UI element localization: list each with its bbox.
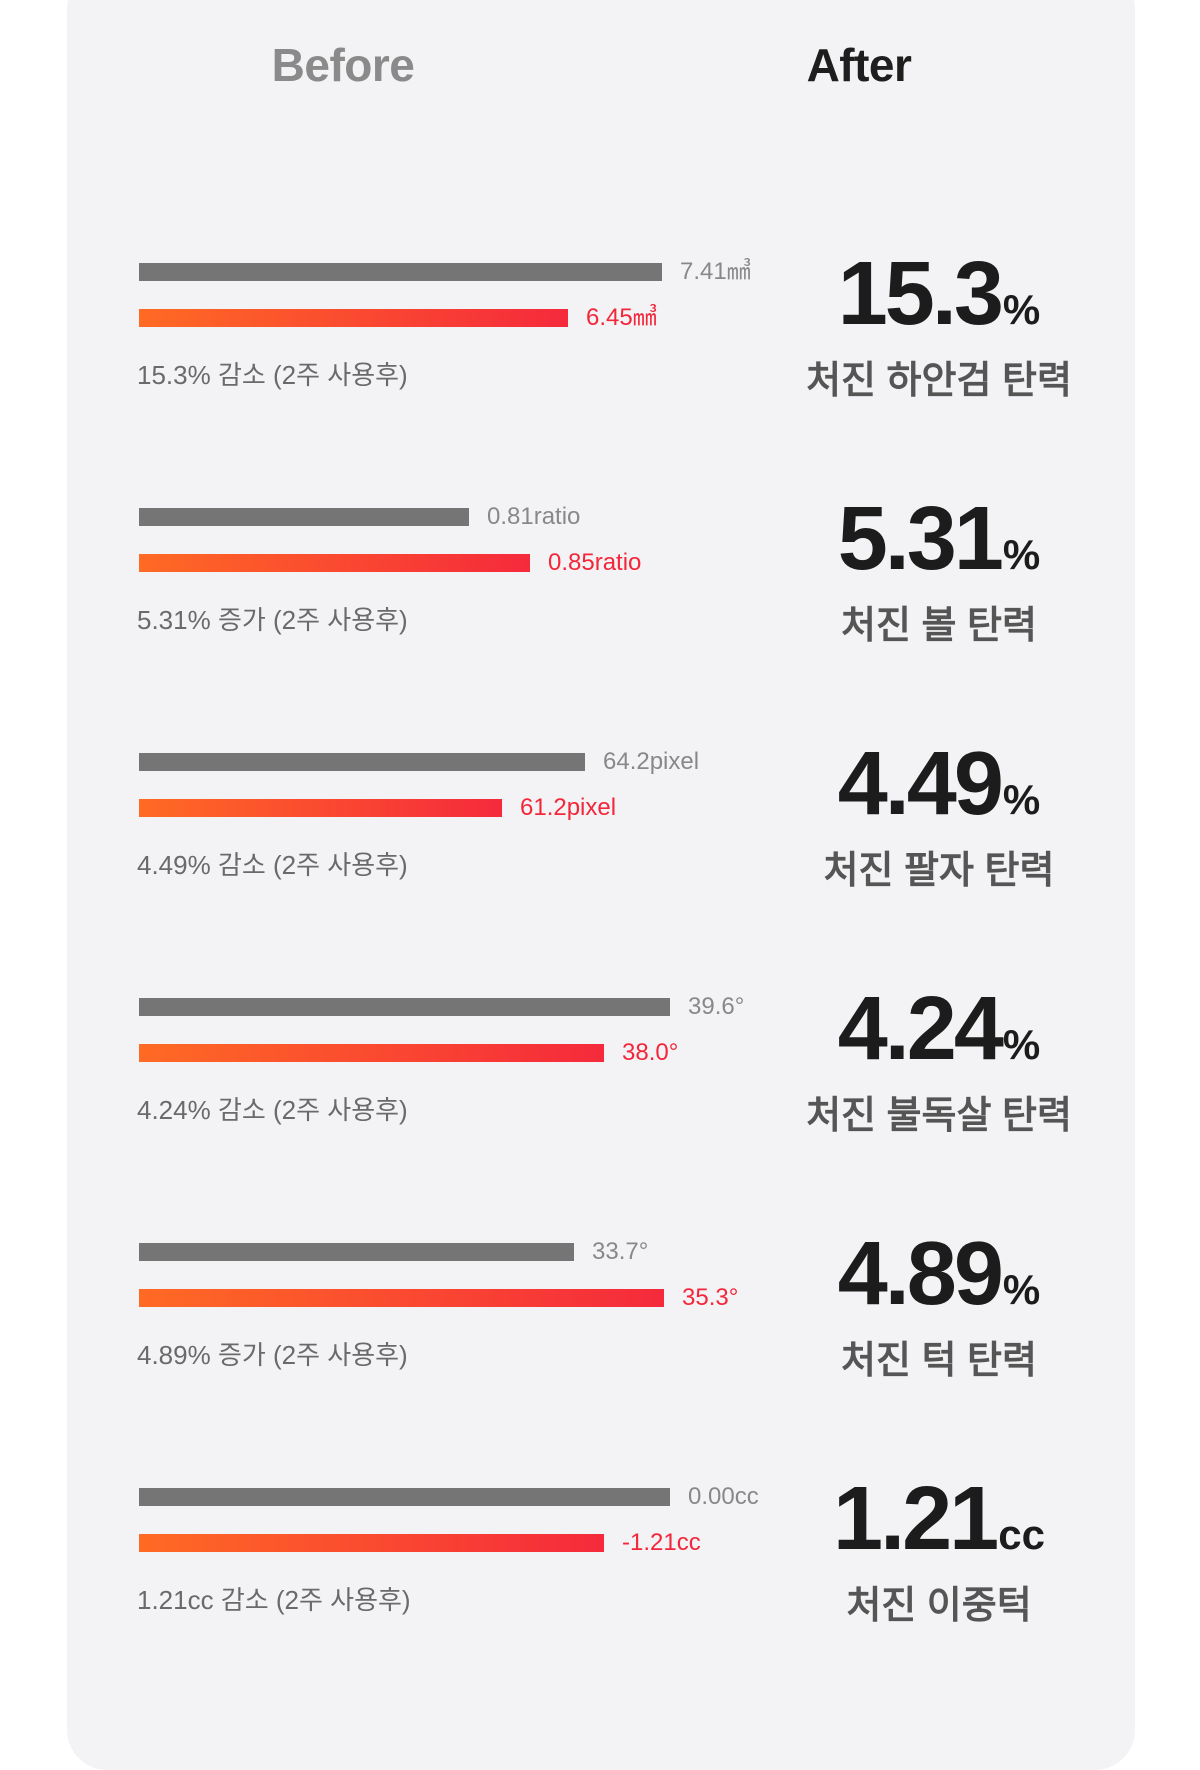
- after-value-label: 0.85ratio: [548, 549, 642, 576]
- big-stat-number: 1.21: [833, 1469, 999, 1569]
- big-stat-unit: cc: [998, 1511, 1045, 1558]
- change-caption: 5.31% 증가 (2주 사용후): [137, 605, 408, 635]
- chart-row: 0.81ratio 0.85ratio 5.31% 증가 (2주 사용후) 5.31%…: [0, 494, 1200, 748]
- big-stat-unit: %: [1002, 776, 1041, 823]
- big-stat: 5.31%: [838, 494, 1041, 584]
- after-bar: [139, 309, 568, 327]
- after-value-label: 38.0°: [622, 1039, 679, 1066]
- before-value-label: 0.81ratio: [487, 503, 581, 530]
- big-stat-number: 4.89: [837, 1224, 1004, 1324]
- after-bar: [139, 799, 502, 817]
- big-stat-unit: %: [1002, 1266, 1041, 1313]
- comparison-card: [67, 0, 1135, 1770]
- metric-label: 처진 불독살 탄력: [806, 1095, 1072, 1137]
- after-bar: [139, 1534, 604, 1552]
- before-value-label: 0.00cc: [688, 1483, 759, 1510]
- chart-row: 0.00cc -1.21cc 1.21cc 감소 (2주 사용후) 1.21cc 처진 …: [0, 1474, 1200, 1728]
- chart-row: 39.6° 38.0° 4.24% 감소 (2주 사용후) 4.24% 처진 불독살 탄…: [0, 984, 1200, 1238]
- big-stat-unit: %: [1002, 1021, 1041, 1068]
- big-stat-number: 5.31: [837, 489, 1004, 589]
- before-bar: [139, 1243, 574, 1261]
- after-value-label: 35.3°: [682, 1284, 739, 1311]
- metric-label: 처진 이중턱: [846, 1585, 1032, 1627]
- chart-row: 64.2pixel 61.2pixel 4.49% 감소 (2주 사용후) 4.49%…: [0, 739, 1200, 993]
- big-stat: 4.49%: [838, 739, 1041, 829]
- before-bar: [139, 263, 662, 281]
- before-bar: [139, 508, 469, 526]
- after-value-label: 61.2pixel: [520, 794, 617, 821]
- big-stat-number: 4.49: [837, 734, 1004, 834]
- after-bar: [139, 1044, 604, 1062]
- change-caption: 4.49% 감소 (2주 사용후): [137, 850, 408, 880]
- metric-label: 처진 하안검 탄력: [806, 360, 1072, 402]
- chart-row: 33.7° 35.3° 4.89% 증가 (2주 사용후) 4.89% 처진 턱 탄력: [0, 1229, 1200, 1483]
- before-value-label: 39.6°: [688, 993, 745, 1020]
- metric-label: 처진 팔자 탄력: [823, 850, 1055, 892]
- before-header: Before: [271, 39, 415, 91]
- after-value-label: -1.21cc: [622, 1529, 701, 1556]
- big-stat: 4.89%: [838, 1229, 1041, 1319]
- change-caption: 1.21cc 감소 (2주 사용후): [137, 1585, 411, 1615]
- before-bar: [139, 1488, 670, 1506]
- after-bar: [139, 1289, 664, 1307]
- metric-label: 처진 볼 탄력: [841, 605, 1037, 647]
- before-value-label: 33.7°: [592, 1238, 649, 1265]
- change-caption: 4.89% 증가 (2주 사용후): [137, 1340, 408, 1370]
- big-stat: 1.21cc: [833, 1474, 1045, 1564]
- big-stat-unit: %: [1002, 531, 1041, 578]
- after-value-label: 6.45㎣: [586, 304, 657, 331]
- after-bar: [139, 554, 530, 572]
- big-stat: 15.3%: [838, 249, 1041, 339]
- before-bar: [139, 753, 585, 771]
- big-stat-unit: %: [1002, 286, 1041, 333]
- after-header: After: [806, 39, 912, 91]
- change-caption: 15.3% 감소 (2주 사용후): [137, 360, 408, 390]
- before-value-label: 64.2pixel: [603, 748, 700, 775]
- before-value-label: 7.41㎣: [680, 258, 751, 285]
- big-stat-number: 15.3: [837, 244, 1004, 344]
- change-caption: 4.24% 감소 (2주 사용후): [137, 1095, 408, 1125]
- metric-label: 처진 턱 탄력: [841, 1340, 1037, 1382]
- big-stat-number: 4.24: [837, 979, 1004, 1079]
- big-stat: 4.24%: [838, 984, 1041, 1074]
- before-bar: [139, 998, 670, 1016]
- chart-row: 7.41㎣ 6.45㎣ 15.3% 감소 (2주 사용후) 15.3% 처진 하안검 탄…: [0, 249, 1200, 503]
